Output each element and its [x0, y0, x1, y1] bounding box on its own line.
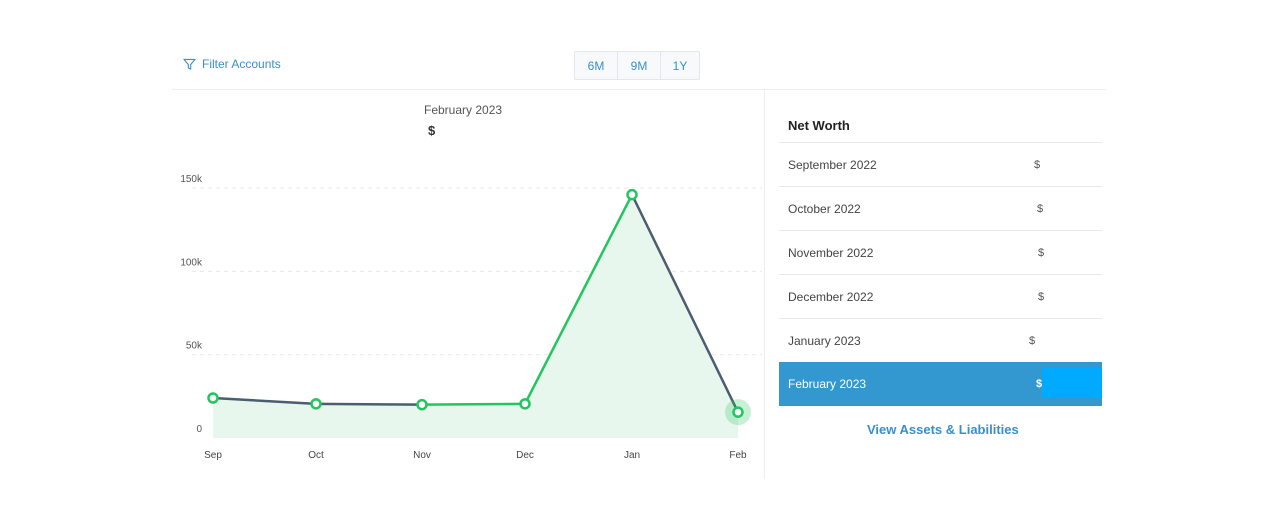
row-month: February 2023 [788, 377, 867, 391]
line-segment [421, 402, 526, 406]
filter-accounts-label: Filter Accounts [202, 57, 281, 71]
x-tick-label: Jan [624, 450, 640, 461]
data-point [626, 188, 638, 201]
top-divider [172, 89, 1106, 90]
net-worth-title: Net Worth [788, 118, 850, 133]
net-worth-table: September 2022 $ October 2022 $ November… [779, 142, 1102, 406]
row-month: December 2022 [788, 289, 874, 304]
net-worth-row-oct-2022[interactable]: October 2022 $ [779, 186, 1102, 230]
x-tick-label: Feb [729, 450, 747, 461]
line-segment [523, 194, 634, 405]
range-6m-button[interactable]: 6M [575, 52, 618, 79]
x-tick-label: Oct [308, 450, 324, 461]
data-point [207, 392, 219, 404]
y-tick-label: 100k [180, 257, 203, 268]
row-value: $ [1038, 290, 1045, 303]
y-tick-label: 50k [186, 341, 203, 352]
redacted-value [1042, 368, 1102, 398]
filter-icon [183, 58, 196, 70]
row-month: October 2022 [788, 201, 861, 216]
range-1y-button[interactable]: 1Y [672, 58, 688, 73]
row-value: $ [1038, 246, 1045, 259]
row-month: January 2023 [788, 333, 861, 348]
x-tick-label: Sep [204, 450, 222, 461]
line-segment [212, 396, 317, 406]
y-tick-label: 150k [180, 174, 203, 185]
y-tick-label: 0 [196, 424, 202, 435]
vertical-divider [764, 89, 765, 479]
data-point [519, 398, 531, 410]
line-segment [630, 194, 740, 413]
line-segment [315, 402, 423, 406]
net-worth-chart: 0 50k 100k 150k Sep Oct Nov Dec Jan Feb [180, 174, 762, 461]
range-9m-button[interactable]: 9M [618, 52, 661, 79]
net-worth-row-jan-2023[interactable]: January 2023 $ [779, 318, 1102, 362]
chart-selected-amount: $ [428, 123, 436, 138]
chart-selected-month: February 2023 [424, 103, 503, 117]
x-tick-label: Dec [516, 450, 534, 461]
view-assets-liabilities-link[interactable]: View Assets & Liabilities [867, 422, 1019, 437]
row-value: $ [1036, 378, 1043, 390]
range-selector: 6M 9M 1Y [574, 51, 700, 80]
net-worth-row-nov-2022[interactable]: November 2022 $ [779, 230, 1102, 274]
row-value: $ [1029, 334, 1036, 347]
row-month: September 2022 [788, 157, 877, 172]
area-fill [213, 194, 738, 438]
x-tick-label: Nov [413, 450, 431, 461]
data-point [732, 406, 744, 418]
filter-accounts-button[interactable]: Filter Accounts [183, 57, 281, 71]
row-month: November 2022 [788, 245, 874, 260]
net-worth-row-feb-2023[interactable]: February 2023 $ [779, 362, 1102, 406]
data-point [416, 398, 428, 411]
data-point [310, 398, 322, 410]
row-value: $ [1037, 202, 1044, 215]
net-worth-row-sep-2022[interactable]: September 2022 $ [779, 142, 1102, 186]
net-worth-row-dec-2022[interactable]: December 2022 $ [779, 274, 1102, 318]
row-value: $ [1034, 158, 1041, 171]
